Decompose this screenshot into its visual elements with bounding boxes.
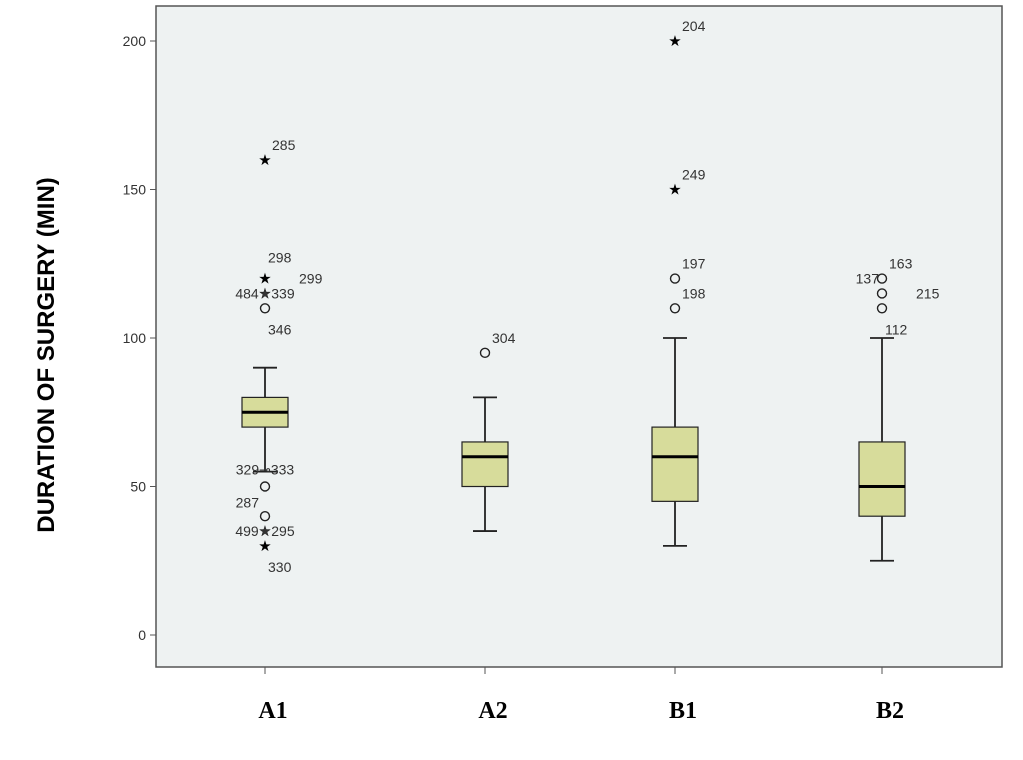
y-tick-label: 0 bbox=[138, 627, 146, 643]
outlier-circle-marker bbox=[876, 303, 888, 314]
y-tick-label: 150 bbox=[123, 182, 147, 198]
outlier-label: 329⊸333 bbox=[236, 462, 295, 478]
outlier-circle-marker bbox=[259, 303, 271, 314]
outlier-label: 330 bbox=[268, 559, 292, 575]
outlier-label: 215 bbox=[916, 285, 940, 301]
outlier-label: 112 bbox=[885, 321, 908, 337]
outlier-circle-marker bbox=[876, 273, 888, 284]
outlier-label: 198 bbox=[682, 285, 706, 301]
outlier-circle-marker bbox=[876, 288, 888, 299]
x-tick-label: A2 bbox=[478, 698, 507, 724]
outlier-label: 204 bbox=[682, 18, 706, 34]
box-a1: ★285★298299★484★339346329⊸333287★499★295… bbox=[235, 137, 322, 575]
box-b2: 163 137 215 112 bbox=[856, 256, 940, 562]
outlier-label: 299 bbox=[299, 271, 323, 287]
outlier-star-marker: ★ bbox=[668, 33, 681, 50]
outlier-star-marker: ★ bbox=[258, 152, 271, 169]
iqr-box bbox=[858, 441, 906, 517]
outlier-circle-marker bbox=[669, 303, 681, 314]
outlier-label: 163 bbox=[889, 256, 913, 272]
y-axis: 0 50 100 150 200 bbox=[123, 33, 156, 643]
iqr-box bbox=[651, 426, 699, 502]
outlier-circle-marker bbox=[259, 481, 271, 492]
outlier-label: 499★295 bbox=[235, 523, 294, 539]
outlier-label: 197 bbox=[682, 256, 706, 272]
outlier-label: 484★339 bbox=[235, 285, 294, 301]
y-axis-label: DURATION OF SURGERY (MIN) bbox=[33, 177, 60, 533]
outlier-circle-marker bbox=[669, 273, 681, 284]
outlier-star-marker: ★ bbox=[258, 271, 271, 288]
x-tick-label: A1 bbox=[258, 698, 287, 724]
outlier-label: 346 bbox=[268, 321, 292, 337]
x-tick-label: B2 bbox=[876, 698, 904, 724]
y-tick-label: 100 bbox=[123, 330, 147, 346]
outlier-label: 298 bbox=[268, 250, 292, 266]
outlier-star-marker: ★ bbox=[258, 538, 271, 555]
outlier-label: 249 bbox=[682, 167, 706, 183]
outlier-star-marker: ★ bbox=[258, 523, 271, 540]
box-a2: 304 bbox=[461, 330, 516, 532]
outlier-circle-marker bbox=[259, 511, 271, 522]
y-tick-label: 50 bbox=[130, 479, 146, 495]
x-tick-label: B1 bbox=[669, 698, 697, 724]
x-axis: A1 A2 B1 B2 bbox=[258, 667, 904, 724]
outlier-star-marker: ★ bbox=[258, 285, 271, 302]
boxes: ★285★298299★484★339346329⊸333287★499★295… bbox=[235, 18, 939, 575]
outlier-label: 285 bbox=[272, 137, 296, 153]
outlier-label: 287 bbox=[236, 495, 260, 511]
outlier-label: 304 bbox=[492, 330, 516, 346]
plot-area bbox=[155, 5, 1003, 668]
y-tick-label: 200 bbox=[123, 33, 147, 49]
outlier-circle-marker bbox=[479, 347, 491, 359]
outlier-label: 137 bbox=[856, 271, 880, 287]
iqr-box bbox=[461, 441, 509, 488]
outlier-star-marker: ★ bbox=[668, 182, 681, 199]
